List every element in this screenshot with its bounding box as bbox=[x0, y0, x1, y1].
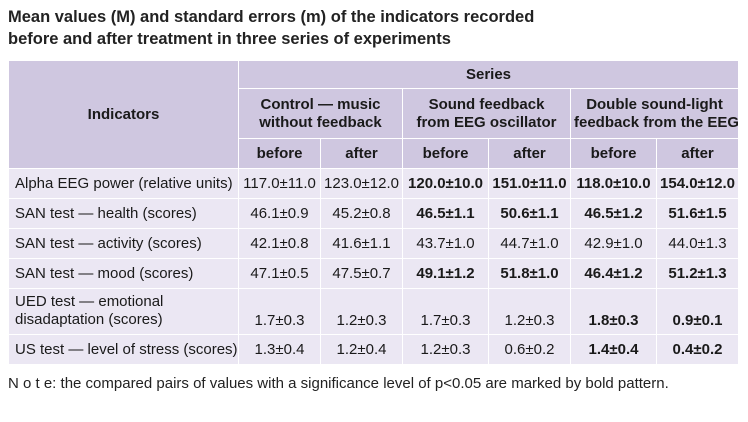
indicators-header: Indicators bbox=[8, 60, 239, 169]
value-cell: 41.6±1.1 bbox=[320, 228, 403, 259]
value-cell: 51.6±1.5 bbox=[655, 198, 740, 229]
indicator-label: Alpha EEG power (relative units) bbox=[8, 168, 239, 199]
value-cell: 44.0±1.3 bbox=[655, 228, 740, 259]
indicator-label: SAN test — activity (scores) bbox=[8, 228, 239, 259]
indicator-label: UED test — emotional disadaptation (score… bbox=[8, 288, 239, 335]
value-cell: 50.6±1.1 bbox=[488, 198, 571, 229]
value-cell: 1.2±0.3 bbox=[488, 288, 571, 335]
value-cell: 120.0±10.0 bbox=[402, 168, 489, 199]
value-cell: 0.9±0.1 bbox=[655, 288, 740, 335]
value-cell: 42.1±0.8 bbox=[238, 228, 321, 259]
value-cell: 118.0±10.0 bbox=[570, 168, 657, 199]
value-cell: 49.1±1.2 bbox=[402, 258, 489, 289]
before-header: before bbox=[570, 138, 657, 169]
group-header-control-line2: without feedback bbox=[259, 113, 382, 131]
value-cell: 1.7±0.3 bbox=[402, 288, 489, 335]
value-cell: 1.2±0.3 bbox=[402, 334, 489, 365]
before-header: before bbox=[238, 138, 321, 169]
indicator-label: SAN test — mood (scores) bbox=[8, 258, 239, 289]
value-cell: 1.4±0.4 bbox=[570, 334, 657, 365]
table-row: SAN test — activity (scores) 42.1±0.8 41.6… bbox=[8, 228, 740, 259]
table-row: US test — level of stress (scores) 1.3±0.… bbox=[8, 334, 740, 365]
value-cell: 51.8±1.0 bbox=[488, 258, 571, 289]
value-cell: 123.0±12.0 bbox=[320, 168, 403, 199]
value-cell: 43.7±1.0 bbox=[402, 228, 489, 259]
after-header: after bbox=[320, 138, 403, 169]
value-cell: 151.0±11.0 bbox=[488, 168, 571, 199]
group-header-sound: Sound feedback from EEG oscillator bbox=[402, 88, 571, 139]
after-header: after bbox=[655, 138, 740, 169]
value-cell: 47.1±0.5 bbox=[238, 258, 321, 289]
value-cell: 44.7±1.0 bbox=[488, 228, 571, 259]
table-note: N o t e: the compared pairs of values wi… bbox=[8, 375, 669, 392]
table-title-line2: before and after treatment in three seri… bbox=[8, 30, 451, 48]
indicator-label: SAN test — health (scores) bbox=[8, 198, 239, 229]
table-row: SAN test — health (scores) 46.1±0.9 45.2±0… bbox=[8, 198, 740, 229]
value-cell: 47.5±0.7 bbox=[320, 258, 403, 289]
value-cell: 0.6±0.2 bbox=[488, 334, 571, 365]
table-title: Mean values (M) and standard errors (m) … bbox=[8, 6, 738, 50]
value-cell: 1.7±0.3 bbox=[238, 288, 321, 335]
table-row: UED test — emotional disadaptation (score… bbox=[8, 288, 740, 335]
indicator-label: US test — level of stress (scores) bbox=[8, 334, 239, 365]
group-header-control: Control — music without feedback bbox=[238, 88, 403, 139]
table-row: SAN test — mood (scores) 47.1±0.5 47.5±0.7… bbox=[8, 258, 740, 289]
value-cell: 46.5±1.2 bbox=[570, 198, 657, 229]
table-row: Alpha EEG power (relative units) 117.0±11… bbox=[8, 168, 740, 199]
value-cell: 46.1±0.9 bbox=[238, 198, 321, 229]
value-cell: 42.9±1.0 bbox=[570, 228, 657, 259]
indicator-label-line2: disadaptation (scores) bbox=[15, 311, 163, 328]
indicator-label-line1: UED test — emotional bbox=[15, 293, 164, 310]
value-cell: 154.0±12.0 bbox=[655, 168, 740, 199]
value-cell: 1.8±0.3 bbox=[570, 288, 657, 335]
after-header: after bbox=[488, 138, 571, 169]
group-header-double-line1: Double sound-light bbox=[586, 95, 723, 113]
value-cell: 117.0±11.0 bbox=[238, 168, 321, 199]
value-cell: 46.5±1.1 bbox=[402, 198, 489, 229]
value-cell: 1.3±0.4 bbox=[238, 334, 321, 365]
value-cell: 45.2±0.8 bbox=[320, 198, 403, 229]
value-cell: 1.2±0.4 bbox=[320, 334, 403, 365]
value-cell: 0.4±0.2 bbox=[655, 334, 740, 365]
table-title-line1: Mean values (M) and standard errors (m) … bbox=[8, 8, 535, 26]
group-header-control-line1: Control — music bbox=[260, 95, 381, 113]
value-cell: 46.4±1.2 bbox=[570, 258, 657, 289]
series-header: Series bbox=[237, 60, 740, 89]
before-header: before bbox=[402, 138, 489, 169]
group-header-double-line2: feedback from the EEG bbox=[574, 113, 739, 131]
value-cell: 51.2±1.3 bbox=[655, 258, 740, 289]
group-header-double: Double sound-light feedback from the EEG bbox=[569, 88, 740, 139]
group-header-sound-line2: from EEG oscillator bbox=[416, 113, 557, 131]
results-table: Indicators Series Control — music withou… bbox=[8, 60, 740, 365]
value-cell: 1.2±0.3 bbox=[320, 288, 403, 335]
group-header-sound-line1: Sound feedback bbox=[428, 95, 545, 113]
